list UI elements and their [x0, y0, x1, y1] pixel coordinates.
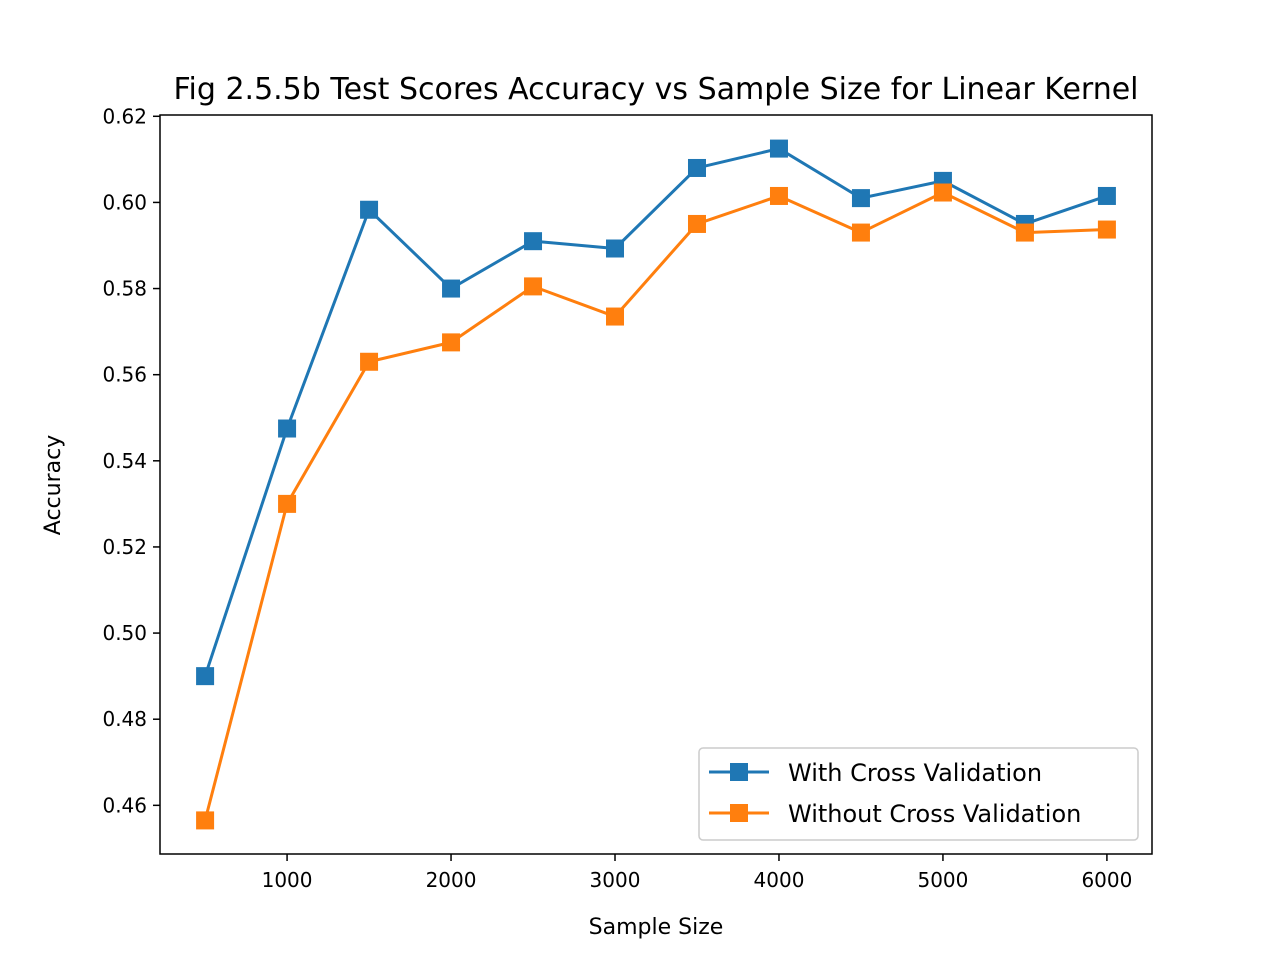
- data-point-series-2: [1097, 220, 1116, 239]
- x-axis-label: Sample Size: [589, 915, 724, 940]
- legend-label-series-1: With Cross Validation: [788, 759, 1042, 787]
- data-point-series-1: [606, 239, 625, 258]
- y-tick-label: 0.62: [102, 104, 147, 128]
- x-tick-label: 6000: [1081, 868, 1132, 892]
- data-point-series-1: [524, 232, 543, 251]
- data-point-series-2: [687, 214, 706, 233]
- data-point-series-1: [278, 419, 297, 438]
- data-point-series-1: [687, 158, 706, 177]
- y-tick-label: 0.52: [102, 535, 147, 559]
- data-point-series-1: [1097, 186, 1116, 205]
- data-point-series-1: [769, 139, 788, 158]
- data-point-series-1: [360, 200, 379, 219]
- y-tick-label: 0.46: [102, 793, 147, 817]
- data-point-series-2: [442, 333, 461, 352]
- y-tick-label: 0.60: [102, 190, 147, 214]
- legend-box: [698, 747, 1139, 841]
- data-point-series-2: [1015, 223, 1034, 242]
- data-point-series-2: [769, 186, 788, 205]
- y-tick-label: 0.54: [102, 449, 147, 473]
- data-point-series-2: [606, 307, 625, 326]
- data-point-series-2: [933, 183, 952, 202]
- data-point-series-2: [360, 352, 379, 371]
- chart-title: Fig 2.5.5b Test Scores Accuracy vs Sampl…: [173, 72, 1138, 107]
- y-axis-label: Accuracy: [41, 435, 66, 535]
- x-tick-label: 5000: [917, 868, 968, 892]
- x-tick-label: 1000: [262, 868, 313, 892]
- series-line-1: [203, 147, 1108, 677]
- legend-marker-series-1: [730, 763, 748, 781]
- y-tick-label: 0.58: [102, 277, 147, 301]
- x-tick-label: 3000: [590, 868, 641, 892]
- data-point-series-1: [196, 667, 215, 686]
- data-point-series-2: [851, 223, 870, 242]
- data-point-series-2: [196, 811, 215, 830]
- data-point-series-1: [851, 189, 870, 208]
- data-point-series-1: [442, 279, 461, 298]
- x-tick-label: 2000: [426, 868, 477, 892]
- x-tick-label: 4000: [754, 868, 805, 892]
- y-tick-label: 0.56: [102, 363, 147, 387]
- data-point-series-2: [524, 277, 543, 296]
- data-point-series-2: [278, 494, 297, 513]
- y-tick-label: 0.48: [102, 707, 147, 731]
- legend-marker-series-2: [730, 804, 748, 822]
- plot-area-frame: [159, 114, 1153, 855]
- y-tick-label: 0.50: [102, 621, 147, 645]
- legend-label-series-2: Without Cross Validation: [788, 800, 1081, 828]
- legend: With Cross Validation Without Cross Vali…: [698, 747, 1139, 841]
- series-line-2: [203, 191, 1107, 821]
